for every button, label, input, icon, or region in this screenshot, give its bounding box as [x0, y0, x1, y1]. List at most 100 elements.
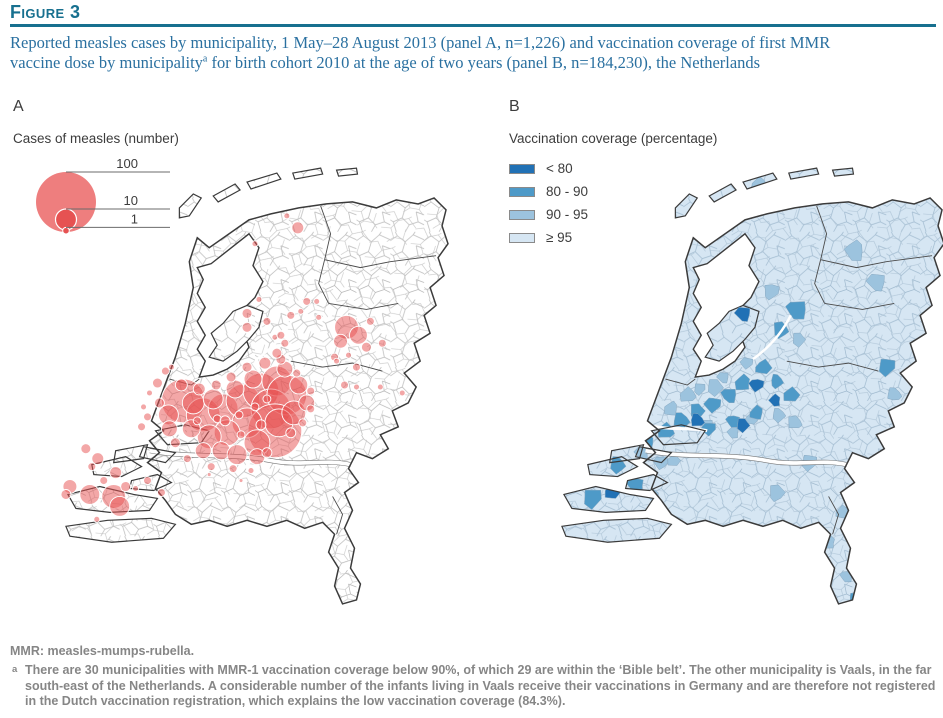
coverage-patch-b9095 [664, 400, 677, 416]
coverage-swatch-b9095 [509, 209, 535, 220]
case-bubble [238, 478, 244, 483]
coverage-patch-b8090 [725, 415, 740, 428]
footnote-a: a There are 30 municipalities with MMR-1… [10, 663, 943, 710]
case-bubble [241, 361, 253, 373]
case-bubble [161, 420, 178, 438]
case-bubble [99, 476, 109, 485]
coverage-patch-b9095 [679, 386, 697, 402]
case-bubble [182, 454, 192, 464]
case-bubble [109, 466, 123, 479]
case-bubble [352, 362, 361, 372]
case-bubble [157, 488, 166, 497]
case-bubble [291, 221, 305, 235]
case-bubble [398, 389, 406, 397]
case-bubble [236, 430, 246, 440]
coverage-legend-row-b8090: 80 - 90 [509, 180, 588, 203]
case-bubble [255, 296, 263, 303]
case-bubble [377, 338, 387, 348]
coverage-patch-b8090 [783, 386, 801, 402]
case-bubble [192, 416, 202, 426]
case-bubble [271, 347, 283, 359]
case-bubble [219, 415, 231, 427]
coverage-patch-b9095 [770, 484, 786, 503]
footnote-text: There are 30 municipalities with MMR-1 v… [25, 663, 936, 708]
coverage-patches [584, 175, 903, 602]
case-bubble [60, 489, 72, 500]
case-bubble [258, 356, 272, 370]
case-bubble [283, 212, 291, 220]
case-bubble [255, 419, 267, 431]
coverage-legend-row-lt80: < 80 [509, 157, 588, 180]
case-bubbles [60, 212, 406, 523]
coverage-patch-b9095 [694, 383, 706, 397]
coverage-legend-row-ge95: ≥ 95 [509, 226, 588, 249]
case-bubble [225, 371, 237, 383]
case-bubble [225, 379, 245, 399]
case-bubble [109, 496, 131, 517]
case-bubble [206, 472, 212, 478]
case-bubble [143, 412, 152, 422]
coverage-patch-b9095 [772, 408, 787, 424]
case-bubble [289, 375, 309, 395]
abbreviation-note: MMR: measles-mumps-rubella. [10, 644, 195, 658]
case-bubble [152, 377, 163, 389]
case-bubble [376, 383, 384, 391]
case-bubble [146, 389, 153, 397]
coverage-patch-b8090 [755, 358, 773, 375]
case-bubble [262, 316, 272, 326]
coverage-patch-lt80 [748, 379, 765, 393]
case-bubble [302, 297, 312, 306]
case-bubble [87, 462, 97, 472]
case-bubble [261, 447, 273, 459]
case-bubble [192, 382, 206, 396]
case-bubble [161, 366, 170, 376]
coverage-patch-b8090 [584, 489, 602, 510]
coverage-patch-b8090 [703, 397, 722, 414]
coverage-patch-b8090 [749, 404, 763, 420]
caption-footnote-marker: a [202, 53, 208, 65]
case-bubble [234, 410, 244, 420]
case-bubble [353, 383, 360, 391]
coverage-patch-b9095 [739, 357, 754, 370]
legend-size-label-10: 10 [124, 193, 138, 208]
case-bubble [250, 402, 260, 412]
case-bubble [241, 307, 253, 319]
case-bubble [120, 481, 132, 492]
case-bubble [333, 333, 348, 349]
coverage-label-b9095: 90 - 95 [546, 207, 589, 222]
coverage-patch-b9095 [865, 274, 885, 292]
case-bubble [132, 485, 140, 492]
case-bubble [140, 403, 147, 411]
caption-line-2: vaccine dose by municipalitya for birth … [10, 53, 761, 72]
case-bubble [202, 388, 224, 410]
case-bubble [286, 310, 296, 320]
panel-b-label: B [509, 98, 520, 115]
case-bubble [228, 464, 238, 474]
legend-a-title: Cases of measles (number) [13, 131, 179, 146]
coverage-patch-lt80 [691, 413, 706, 427]
coverage-patch-b9095 [793, 332, 807, 348]
case-bubble [306, 386, 316, 396]
case-bubble [298, 418, 308, 428]
case-bubble [340, 380, 349, 390]
case-bubble [137, 422, 146, 432]
coverage-patch-b9095 [843, 239, 863, 261]
figure-caption: Reported measles cases by municipality, … [10, 33, 930, 73]
coverage-patch-b9095 [764, 284, 780, 301]
legend-circle-100 [36, 172, 96, 232]
coverage-swatch-b8090 [509, 186, 535, 197]
coverage-swatch-lt80 [509, 163, 535, 174]
coverage-patch-b8090 [878, 358, 896, 378]
coverage-patch-b8090 [771, 373, 785, 390]
coverage-patch-b8090 [720, 389, 736, 403]
case-bubble [292, 368, 302, 378]
coverage-label-lt80: < 80 [546, 161, 573, 176]
coverage-swatch-ge95 [509, 232, 535, 243]
figure-rule [10, 24, 936, 27]
bubble-size-legend: 100 10 1 [36, 156, 170, 235]
case-bubble [79, 484, 101, 505]
coverage-legend: < 80 80 - 90 90 - 95 ≥ 95 [509, 157, 588, 249]
coverage-patch-b9095 [716, 372, 729, 384]
measles-cases-map [52, 162, 450, 614]
